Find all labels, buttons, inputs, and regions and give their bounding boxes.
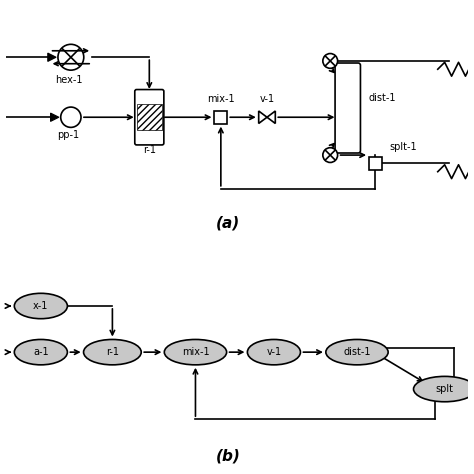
Polygon shape <box>267 111 275 123</box>
Text: v-1: v-1 <box>259 94 274 104</box>
Text: (a): (a) <box>216 216 240 231</box>
Text: splt-1: splt-1 <box>389 142 417 152</box>
Ellipse shape <box>247 339 301 365</box>
Text: r-1: r-1 <box>143 145 156 155</box>
Circle shape <box>323 148 337 163</box>
Bar <box>369 157 382 170</box>
Text: mix-1: mix-1 <box>182 347 210 357</box>
Ellipse shape <box>413 376 474 402</box>
Polygon shape <box>48 53 56 62</box>
Circle shape <box>58 44 84 70</box>
Text: hex-1: hex-1 <box>55 75 82 85</box>
FancyBboxPatch shape <box>335 63 360 153</box>
Text: mix-1: mix-1 <box>207 94 235 104</box>
Bar <box>137 104 162 130</box>
Text: x-1: x-1 <box>33 301 48 311</box>
Ellipse shape <box>164 339 227 365</box>
Polygon shape <box>51 113 59 121</box>
Text: (b): (b) <box>215 448 240 464</box>
Bar <box>214 111 228 124</box>
Polygon shape <box>259 111 267 123</box>
Text: pp-1: pp-1 <box>57 130 80 140</box>
Text: a-1: a-1 <box>33 347 49 357</box>
Text: r-1: r-1 <box>106 347 119 357</box>
Text: v-1: v-1 <box>266 347 282 357</box>
Ellipse shape <box>326 339 388 365</box>
Ellipse shape <box>14 339 67 365</box>
Ellipse shape <box>14 293 67 319</box>
Text: dist-1: dist-1 <box>343 347 371 357</box>
FancyBboxPatch shape <box>135 90 164 145</box>
Text: dist-1: dist-1 <box>368 93 396 103</box>
Circle shape <box>61 107 81 128</box>
Text: splt: splt <box>436 384 454 394</box>
Circle shape <box>323 54 337 68</box>
Ellipse shape <box>83 339 141 365</box>
